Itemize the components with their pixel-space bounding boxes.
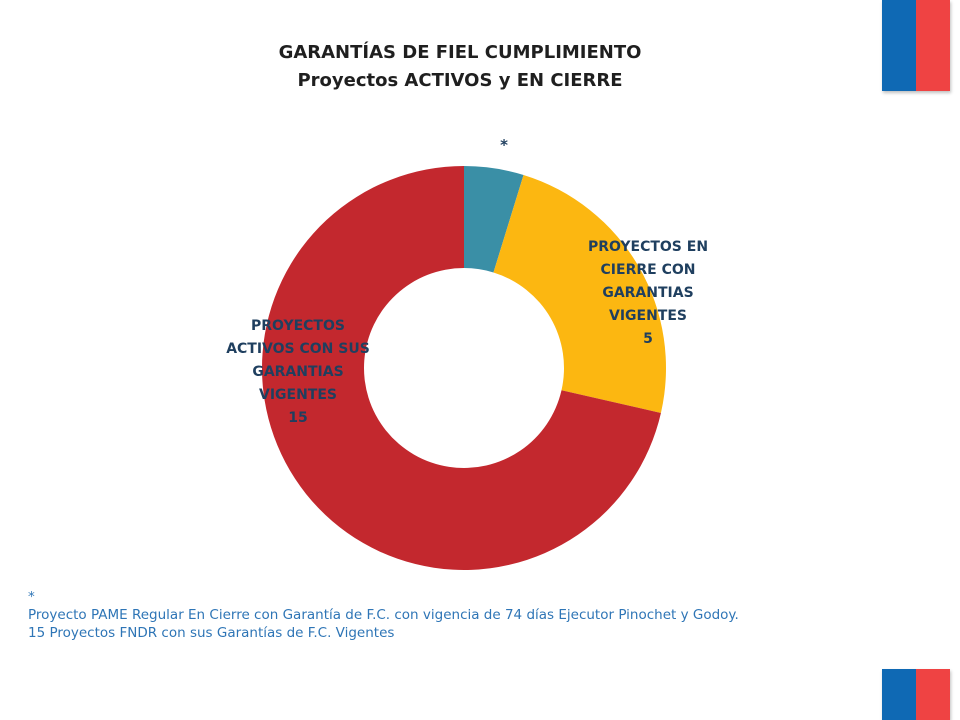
slice-label-line: VIGENTES [259, 387, 337, 403]
slice-label-line: PROYECTOS [251, 318, 345, 334]
donut-slice-2 [261, 166, 661, 570]
flag-red-band [916, 0, 950, 91]
footnote-line-1: Proyecto PAME Regular En Cierre con Gara… [28, 607, 739, 623]
slice-label-line: PROYECTOS EN [588, 239, 708, 255]
slice-label-line: ACTIVOS CON SUS [226, 341, 370, 357]
footnote-line-2: 15 Proyectos FNDR con sus Garantías de F… [28, 625, 395, 641]
chile-flag-stripe-top [882, 0, 950, 91]
slice-label-line: VIGENTES [609, 308, 687, 324]
flag-red-band [916, 669, 950, 720]
chart-subtitle: Proyectos ACTIVOS y EN CIERRE [297, 70, 623, 91]
slice-label-line: 15 [288, 410, 307, 426]
slice-label-line: * [500, 136, 508, 154]
donut-slice-1 [493, 174, 666, 413]
slice-label-line: GARANTIAS [252, 364, 343, 380]
slice-label-line: CIERRE CON [601, 262, 696, 278]
slice-label-2: PROYECTOS ACTIVOS CON SUS GARANTIAS VIGENTE… [226, 318, 370, 426]
chart-title: GARANTÍAS DE FIEL CUMPLIMIENTO [278, 42, 642, 63]
slice-label-0: * [500, 136, 508, 154]
chile-flag-stripe-bottom [882, 669, 950, 720]
slice-label-line: 5 [643, 331, 653, 347]
footnote-asterisk: * [28, 589, 35, 605]
slice-label-line: GARANTIAS [602, 285, 693, 301]
footnotes: * Proyecto PAME Regular En Cierre con Ga… [28, 588, 878, 642]
donut-slice-0 [464, 166, 524, 273]
slice-label-1: PROYECTOS EN CIERRE CON GARANTIAS VIGENTES 5 [588, 239, 708, 347]
flag-blue-band [882, 0, 916, 91]
flag-blue-band [882, 669, 916, 720]
